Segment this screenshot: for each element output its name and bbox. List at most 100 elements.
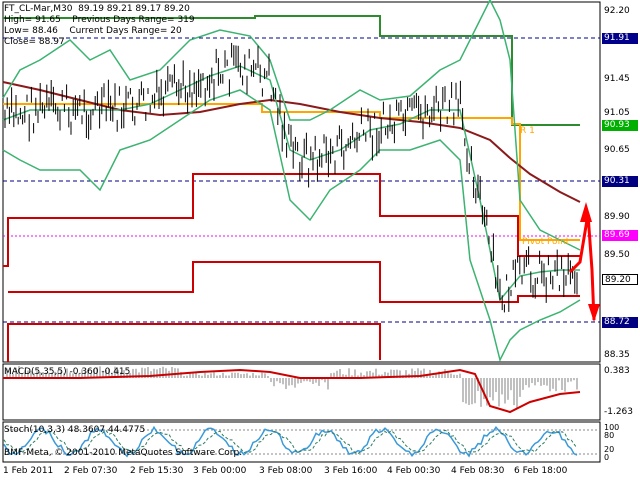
macd-bar: [105, 369, 107, 378]
macd-bar: [84, 371, 86, 378]
macd-bar: [231, 372, 233, 378]
macd-bar: [72, 373, 74, 378]
macd-bar: [225, 375, 227, 378]
main-panel-frame: [2, 1, 601, 363]
macd-bar: [555, 378, 557, 392]
macd-bar: [300, 378, 302, 383]
macd-bar: [474, 378, 476, 404]
macd-bar: [120, 372, 122, 378]
macd-bar: [441, 373, 443, 378]
macd-bar: [339, 369, 341, 378]
macd-bar: [477, 378, 479, 391]
macd-bar: [318, 378, 320, 386]
macd-bar: [534, 378, 536, 386]
macd-bar: [321, 378, 323, 381]
macd-bar: [315, 378, 317, 383]
macd-bar: [183, 375, 185, 378]
macd-bar: [456, 374, 458, 378]
price-label: 89.90: [604, 212, 630, 222]
macd-bar: [411, 368, 413, 378]
macd-bar: [513, 378, 515, 406]
macd-bar: [66, 368, 68, 378]
macd-panel-frame: [2, 363, 601, 421]
macd-bar: [546, 378, 548, 386]
macd-bar: [21, 373, 23, 378]
price-label: 91.45: [604, 74, 630, 84]
macd-bar: [144, 368, 146, 378]
macd-bar: [189, 373, 191, 378]
macd-bar: [192, 372, 194, 378]
macd-bar: [453, 374, 455, 378]
macd-bar: [162, 366, 164, 378]
macd-bar: [414, 370, 416, 378]
macd-bar: [180, 372, 182, 378]
macd-bar: [369, 370, 371, 378]
macd-bar: [543, 378, 545, 385]
macd-bar: [516, 378, 518, 409]
macd-bar: [396, 369, 398, 378]
macd-bar: [432, 375, 434, 378]
macd-bar: [156, 369, 158, 378]
moving-average-line: [2, 81, 581, 203]
macd-bar: [54, 371, 56, 378]
macd-bar: [438, 371, 440, 378]
time-label: 1 Feb 2011: [3, 466, 54, 476]
price-label: 91.05: [604, 108, 630, 118]
price-tag: 89.20: [602, 274, 638, 285]
stoch-axis: 0: [604, 453, 610, 462]
stoch-main-line: [3, 425, 578, 458]
macd-bar: [465, 378, 467, 404]
time-label: 4 Feb 08:30: [451, 466, 505, 476]
macd-bar: [210, 373, 212, 378]
macd-bar: [255, 375, 257, 378]
macd-bar: [18, 366, 20, 378]
resistance-step-line: [3, 173, 580, 267]
macd-bar: [141, 367, 143, 378]
macd-bar: [480, 378, 482, 407]
macd-bar: [420, 370, 422, 378]
macd-bar: [216, 375, 218, 378]
macd-bar: [129, 373, 131, 378]
macd-bar: [285, 378, 287, 390]
macd-bar: [234, 372, 236, 378]
macd-bar: [561, 378, 563, 390]
macd-bar: [486, 378, 488, 406]
macd-label: MACD(5,35,5) -0.360 -0.415: [4, 367, 131, 377]
mid-step-line: [8, 261, 580, 303]
macd-bar: [333, 372, 335, 378]
macd-bar: [327, 378, 329, 390]
macd-bar: [381, 374, 383, 378]
macd-bar: [462, 378, 464, 403]
macd-bar: [351, 375, 353, 378]
price-tag: 89.69: [602, 230, 638, 241]
macd-bar: [447, 371, 449, 378]
macd-bar: [276, 378, 278, 382]
macd-bar: [147, 367, 149, 378]
macd-bar: [222, 372, 224, 378]
macd-axis-bottom: -1.263: [604, 407, 634, 417]
macd-bar: [111, 372, 113, 378]
macd-bar: [354, 369, 356, 378]
macd-bar: [501, 378, 503, 395]
arrow-head-up: [580, 202, 592, 222]
macd-bar: [63, 373, 65, 378]
macd-bar: [492, 378, 494, 401]
macd-bar: [108, 368, 110, 378]
pivot-label: Pivot Point: [522, 237, 570, 247]
support-step-line: [7, 323, 381, 362]
macd-bar: [102, 370, 104, 378]
price-tag: 88.72: [602, 317, 638, 328]
bollinger-middle: [2, 65, 580, 302]
macd-histogram: [6, 366, 578, 409]
macd-bar: [573, 378, 575, 381]
macd-bar: [249, 375, 251, 378]
macd-bar: [60, 371, 62, 378]
macd-bar: [348, 368, 350, 378]
close-line: Close= 88.97: [4, 37, 65, 47]
macd-bar: [240, 374, 242, 378]
time-label: 3 Feb 08:00: [259, 466, 313, 476]
macd-bar: [243, 373, 245, 378]
time-label: 2 Feb 15:30: [130, 466, 184, 476]
